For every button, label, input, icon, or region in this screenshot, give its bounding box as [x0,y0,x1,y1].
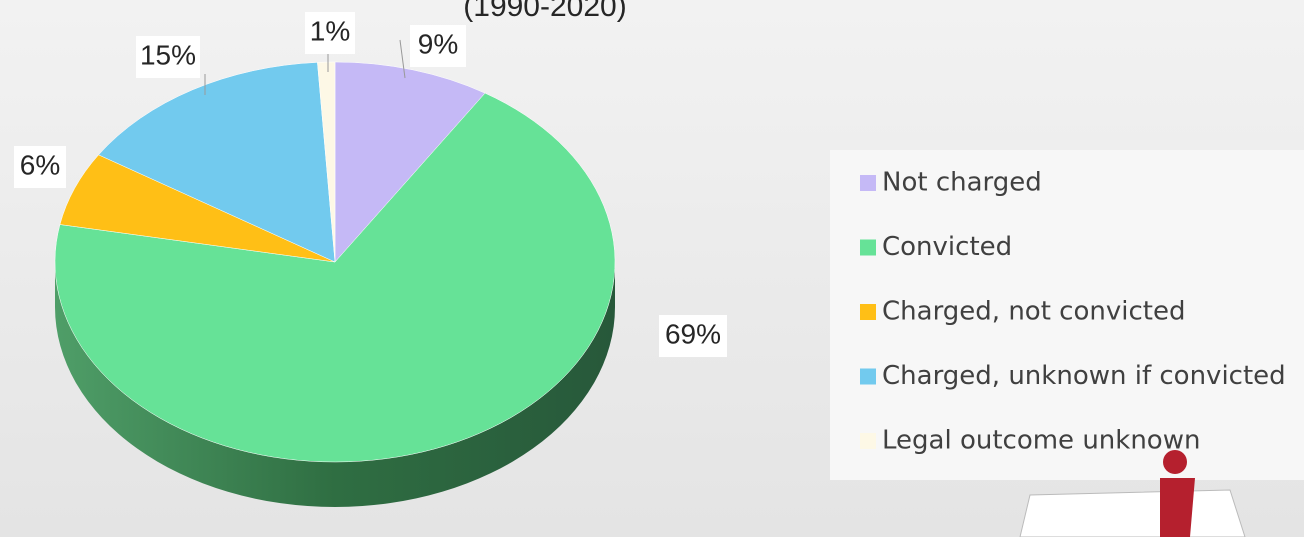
legend-box [830,150,1304,480]
pie-slice [98,62,336,263]
legend-label: Legal outcome unknown [882,426,1200,456]
leader-line [399,39,406,79]
data-label: 6% [20,149,60,180]
pie-side [55,262,615,507]
data-label: 1% [310,15,350,46]
logo [1019,450,1246,537]
pie-slice [317,61,336,263]
data-label-box [410,25,466,67]
pie-slice [334,61,486,263]
data-label-box [305,12,355,54]
legend-swatch [860,239,876,256]
legend-label: Charged, unknown if convicted [882,361,1286,391]
legend-label: Not charged [882,168,1042,198]
data-label-box [136,36,200,78]
pie-slice [54,92,616,463]
legend-swatch [860,175,876,191]
data-label: 15% [140,39,196,70]
data-label: 69% [665,318,721,349]
legend-swatch [860,368,876,385]
legend-swatch [860,433,876,449]
data-label-box [659,315,727,357]
legend-label: Charged, not convicted [882,297,1185,327]
chart-subtitle: (1990-2020) [463,0,626,23]
legend-swatch [860,304,876,320]
data-label: 9% [418,28,458,59]
legend-label: Convicted [882,232,1012,262]
data-label-box [14,146,66,188]
